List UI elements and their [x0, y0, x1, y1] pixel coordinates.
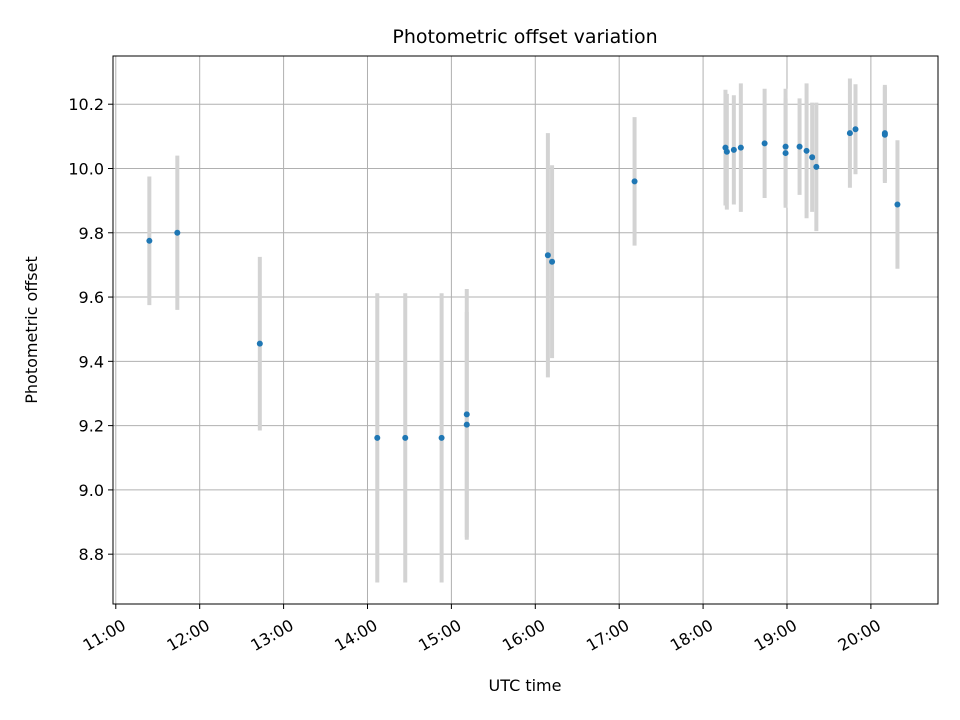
data-point [782, 143, 789, 150]
data-point [723, 148, 730, 155]
data-point [796, 143, 803, 150]
data-point [761, 140, 768, 147]
x-axis-label: UTC time [489, 676, 562, 695]
y-tick-label: 9.0 [79, 481, 104, 500]
data-point [463, 411, 470, 418]
y-tick-label: 9.2 [79, 417, 104, 436]
data-point [852, 126, 859, 133]
chart-title: Photometric offset variation [392, 26, 657, 48]
data-point [463, 421, 470, 428]
data-point [782, 150, 789, 157]
data-point [374, 434, 381, 441]
data-points [146, 126, 901, 441]
data-point [737, 144, 744, 151]
data-point [809, 154, 816, 161]
data-point [730, 146, 737, 153]
data-point [544, 252, 551, 259]
y-tick-label: 10.2 [68, 95, 104, 114]
data-point [803, 147, 810, 154]
y-tick-label: 10.0 [68, 159, 104, 178]
data-point [894, 201, 901, 208]
data-point [438, 434, 445, 441]
plot-frame [112, 55, 939, 605]
y-tick-label: 9.6 [79, 288, 104, 307]
y-tick-label: 8.8 [79, 545, 104, 564]
y-axis: 8.8 9.0 9.2 9.4 9.6 9.8 10.0 10.2 [68, 95, 113, 564]
data-point [631, 178, 638, 185]
data-point [256, 340, 263, 347]
y-tick-label: 9.8 [79, 224, 104, 243]
data-point [549, 258, 556, 265]
data-point [881, 131, 888, 138]
data-point [846, 130, 853, 137]
data-point [813, 163, 820, 170]
data-point [174, 229, 181, 236]
data-point [146, 237, 153, 244]
y-tick-label: 9.4 [79, 352, 104, 371]
data-point [402, 434, 409, 441]
y-axis-label: Photometric offset [22, 256, 41, 404]
